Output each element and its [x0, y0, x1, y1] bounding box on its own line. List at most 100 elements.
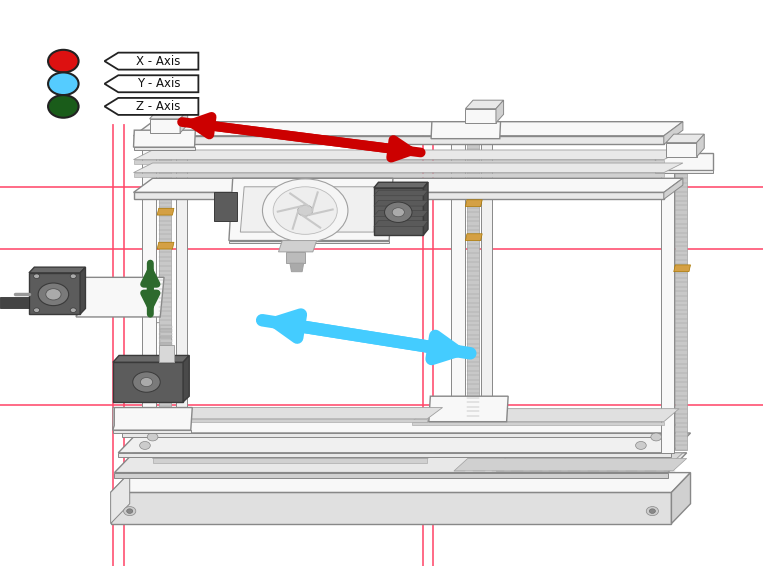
- Polygon shape: [481, 125, 492, 419]
- Polygon shape: [697, 134, 704, 157]
- Polygon shape: [160, 340, 172, 342]
- Polygon shape: [412, 409, 679, 422]
- Polygon shape: [111, 473, 130, 524]
- Polygon shape: [465, 200, 482, 207]
- Polygon shape: [160, 333, 172, 335]
- Polygon shape: [229, 241, 389, 243]
- Circle shape: [273, 187, 337, 234]
- Polygon shape: [429, 396, 508, 422]
- Polygon shape: [160, 326, 172, 328]
- Polygon shape: [176, 136, 187, 430]
- Polygon shape: [467, 125, 479, 416]
- Polygon shape: [496, 100, 504, 123]
- Polygon shape: [290, 263, 304, 272]
- Polygon shape: [153, 458, 427, 463]
- Polygon shape: [134, 178, 683, 192]
- Circle shape: [385, 202, 412, 222]
- Polygon shape: [374, 188, 423, 235]
- Polygon shape: [465, 109, 496, 123]
- Polygon shape: [153, 443, 450, 458]
- Polygon shape: [431, 122, 501, 139]
- Polygon shape: [374, 200, 428, 206]
- Polygon shape: [29, 273, 80, 314]
- Polygon shape: [374, 221, 428, 226]
- Polygon shape: [496, 453, 683, 467]
- Polygon shape: [113, 408, 114, 430]
- Polygon shape: [412, 422, 664, 424]
- Polygon shape: [240, 187, 378, 232]
- Polygon shape: [159, 345, 174, 362]
- Polygon shape: [76, 277, 164, 317]
- Circle shape: [392, 208, 404, 217]
- Polygon shape: [118, 433, 691, 453]
- Polygon shape: [496, 467, 668, 471]
- Polygon shape: [451, 125, 465, 419]
- Polygon shape: [180, 110, 188, 133]
- Circle shape: [34, 308, 40, 312]
- Polygon shape: [134, 163, 683, 173]
- Polygon shape: [465, 100, 504, 109]
- Polygon shape: [0, 297, 29, 308]
- Polygon shape: [76, 277, 80, 317]
- Polygon shape: [134, 173, 664, 177]
- Polygon shape: [113, 408, 192, 430]
- Polygon shape: [661, 158, 674, 453]
- Polygon shape: [286, 252, 305, 263]
- Polygon shape: [666, 134, 704, 143]
- Polygon shape: [159, 136, 171, 424]
- Circle shape: [298, 205, 313, 216]
- Circle shape: [262, 179, 348, 242]
- Polygon shape: [134, 122, 683, 136]
- Polygon shape: [111, 473, 691, 492]
- Polygon shape: [150, 110, 188, 119]
- Polygon shape: [114, 473, 668, 478]
- Polygon shape: [157, 208, 174, 215]
- Circle shape: [649, 509, 655, 513]
- Polygon shape: [134, 147, 195, 150]
- Polygon shape: [142, 136, 156, 430]
- Circle shape: [651, 433, 662, 441]
- Polygon shape: [113, 430, 191, 433]
- Polygon shape: [374, 182, 428, 188]
- Polygon shape: [160, 343, 172, 345]
- Polygon shape: [29, 267, 85, 273]
- Polygon shape: [150, 119, 180, 133]
- Circle shape: [127, 509, 133, 513]
- Polygon shape: [374, 211, 428, 216]
- Circle shape: [48, 95, 79, 118]
- Polygon shape: [134, 130, 195, 147]
- Circle shape: [636, 441, 646, 449]
- Circle shape: [646, 507, 658, 516]
- Polygon shape: [134, 160, 664, 164]
- Text: Z - Axis: Z - Axis: [136, 100, 181, 113]
- Circle shape: [124, 507, 136, 516]
- Circle shape: [34, 274, 40, 278]
- Circle shape: [38, 283, 69, 306]
- Polygon shape: [122, 433, 668, 437]
- Polygon shape: [113, 362, 183, 402]
- Polygon shape: [454, 458, 687, 471]
- Polygon shape: [122, 413, 687, 433]
- Polygon shape: [153, 408, 443, 419]
- Polygon shape: [664, 178, 683, 199]
- Polygon shape: [423, 182, 428, 235]
- Polygon shape: [278, 241, 317, 252]
- Polygon shape: [655, 153, 713, 170]
- Polygon shape: [153, 419, 427, 422]
- Polygon shape: [134, 150, 683, 160]
- Polygon shape: [671, 473, 691, 524]
- Polygon shape: [465, 234, 482, 241]
- Circle shape: [46, 289, 61, 300]
- Polygon shape: [666, 143, 697, 157]
- Polygon shape: [105, 98, 198, 115]
- Circle shape: [140, 378, 153, 387]
- Polygon shape: [664, 122, 683, 144]
- Polygon shape: [114, 453, 687, 473]
- Circle shape: [147, 433, 158, 441]
- Polygon shape: [229, 178, 393, 241]
- Polygon shape: [389, 192, 412, 221]
- Text: X - Axis: X - Axis: [136, 55, 181, 67]
- Polygon shape: [111, 492, 671, 524]
- Polygon shape: [118, 453, 671, 457]
- Polygon shape: [183, 355, 189, 402]
